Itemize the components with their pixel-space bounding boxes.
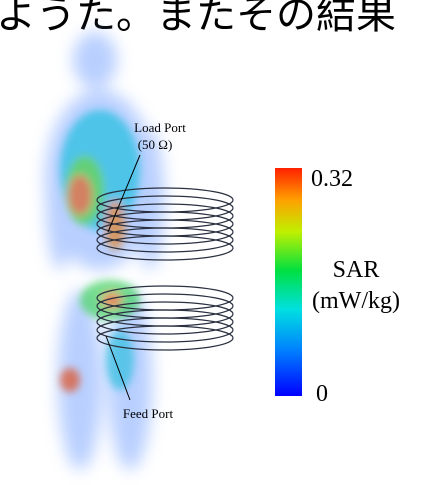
colorbar-max: 0.32 (311, 166, 353, 192)
load-port-label: Load Port (134, 120, 186, 135)
feed-port-label: Feed Port (123, 406, 174, 421)
load-impedance-label: (50 Ω) (138, 137, 173, 152)
cropped-header: ようた。またその結果 (0, 0, 396, 38)
figure: ようた。またその結果 Load Port ( (0, 0, 432, 485)
colorbar-unit: (mW/kg) (312, 288, 400, 314)
colorbar-min: 0 (316, 381, 328, 407)
colorbar-title: SAR (333, 257, 380, 283)
colorbar (275, 168, 302, 396)
